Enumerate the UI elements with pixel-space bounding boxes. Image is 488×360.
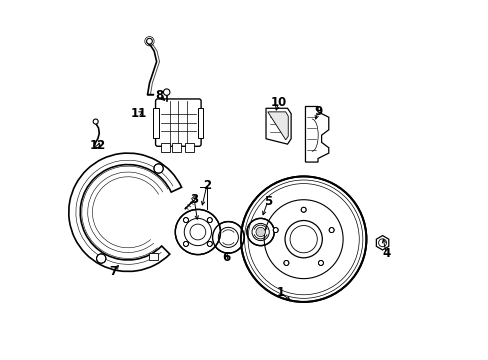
Text: 6: 6 <box>222 251 230 264</box>
Circle shape <box>255 227 265 237</box>
Text: 3: 3 <box>190 193 198 206</box>
Wedge shape <box>69 153 181 271</box>
Polygon shape <box>305 107 328 162</box>
Circle shape <box>328 228 333 233</box>
Polygon shape <box>267 112 287 140</box>
Text: 12: 12 <box>90 139 106 152</box>
Text: 7: 7 <box>109 265 118 278</box>
Bar <box>149 253 158 260</box>
Circle shape <box>207 242 212 247</box>
Circle shape <box>146 39 152 44</box>
Circle shape <box>212 222 244 253</box>
Bar <box>191 196 196 201</box>
Circle shape <box>154 164 163 173</box>
Bar <box>161 143 170 152</box>
Text: 2: 2 <box>203 179 210 192</box>
FancyBboxPatch shape <box>155 99 201 146</box>
Circle shape <box>246 219 274 246</box>
Text: 11: 11 <box>130 107 146 120</box>
Circle shape <box>96 254 106 263</box>
Polygon shape <box>265 108 290 144</box>
Circle shape <box>273 228 278 233</box>
Circle shape <box>207 217 212 222</box>
Bar <box>198 108 203 138</box>
Text: 9: 9 <box>313 105 322 118</box>
Circle shape <box>183 217 188 222</box>
Text: 4: 4 <box>381 247 389 260</box>
Circle shape <box>183 242 188 247</box>
Circle shape <box>175 210 220 255</box>
Bar <box>184 143 193 152</box>
Text: 5: 5 <box>263 195 271 208</box>
Bar <box>153 108 159 138</box>
Circle shape <box>318 260 323 265</box>
Circle shape <box>163 89 169 95</box>
Circle shape <box>284 260 288 265</box>
Polygon shape <box>376 235 388 250</box>
Circle shape <box>241 176 366 302</box>
Text: 1: 1 <box>276 287 284 300</box>
Circle shape <box>93 119 98 124</box>
Text: 10: 10 <box>270 96 286 109</box>
Text: 8: 8 <box>155 89 163 102</box>
Circle shape <box>301 207 305 212</box>
Bar <box>172 143 181 152</box>
